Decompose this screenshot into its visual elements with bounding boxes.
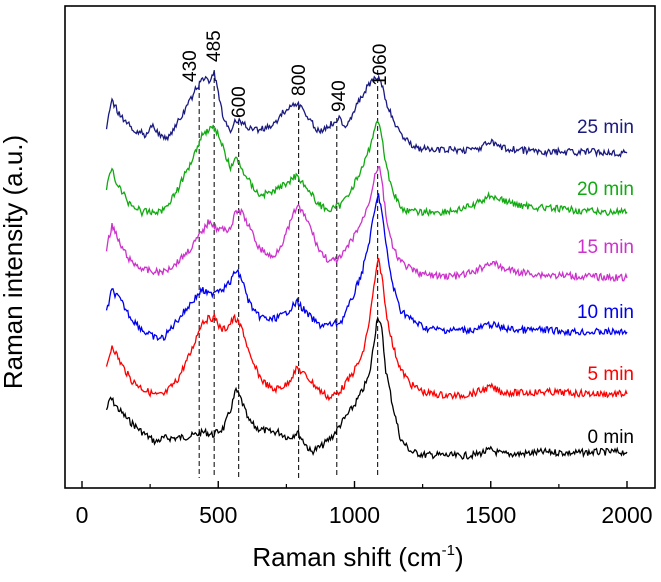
x-tick-label: 2000 bbox=[601, 502, 652, 528]
peak-label: 485 bbox=[204, 30, 225, 62]
peak-label: 600 bbox=[229, 86, 250, 118]
x-tick-label: 500 bbox=[199, 502, 237, 528]
series-line bbox=[105, 316, 628, 461]
series-group bbox=[105, 70, 628, 461]
plot-frame bbox=[64, 5, 656, 489]
plot-border bbox=[64, 5, 656, 489]
series-line bbox=[105, 165, 628, 282]
series-line bbox=[105, 193, 628, 342]
series-label: 15 min bbox=[577, 237, 634, 258]
x-tick-label: 0 bbox=[76, 502, 89, 528]
series-label: 10 min bbox=[577, 302, 634, 323]
peak-label: 1060 bbox=[370, 44, 391, 86]
peak-label: 430 bbox=[180, 50, 201, 82]
peak-label: 800 bbox=[289, 64, 310, 96]
series-line bbox=[105, 120, 628, 218]
series-labels: 25 min 20 min 15 min 10 min 5 min 0 min bbox=[577, 117, 634, 448]
x-tick-label: 1500 bbox=[465, 502, 516, 528]
series-label: 5 min bbox=[588, 364, 634, 385]
x-tick-label: 1000 bbox=[329, 502, 380, 528]
x-ticks: 0 500 1000 1500 2000 bbox=[76, 481, 653, 528]
x-axis-title-main: Raman shift (cm bbox=[252, 542, 441, 572]
series-line bbox=[105, 70, 628, 158]
series-label: 20 min bbox=[577, 179, 634, 200]
y-axis-title: Raman intensity (a.u.) bbox=[0, 135, 28, 389]
peak-label: 940 bbox=[329, 80, 350, 112]
x-axis-title-sup: -1 bbox=[442, 542, 455, 559]
series-label: 0 min bbox=[588, 427, 634, 448]
series-line bbox=[105, 257, 628, 402]
x-axis-title: Raman shift (cm-1) bbox=[252, 542, 463, 572]
series-label: 25 min bbox=[577, 117, 634, 138]
peak-guides bbox=[198, 70, 379, 478]
x-axis-title-end: ) bbox=[455, 542, 464, 572]
